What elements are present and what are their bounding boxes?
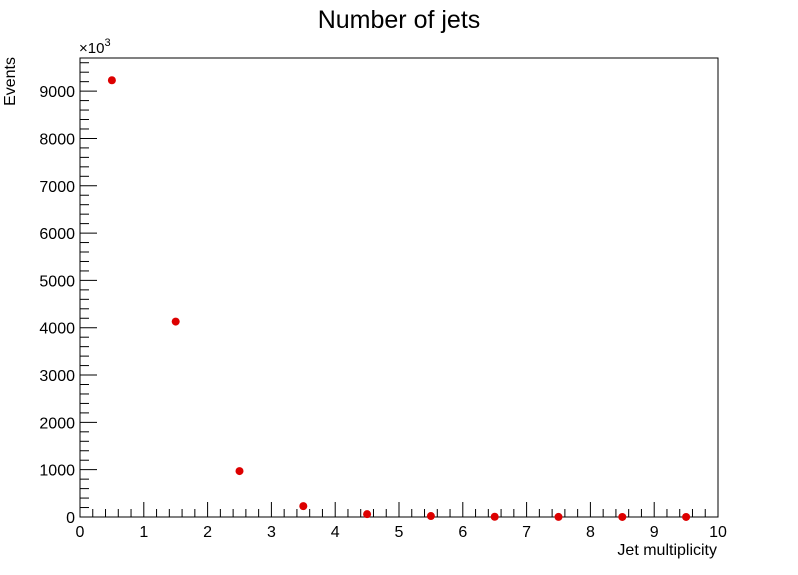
- y-axis-tick-labels: 0 1000 2000 3000 4000 5000 6000 7000 8000 9000: [39, 84, 75, 527]
- x-axis-ticks: [79, 502, 719, 517]
- y-tick-label: 4000: [39, 321, 75, 338]
- y-tick-label: 0: [66, 510, 75, 527]
- x-tick-label: 4: [331, 524, 340, 541]
- y-tick-label: 3000: [39, 368, 75, 385]
- x-tick-label: 5: [395, 524, 404, 541]
- y-tick-label: 1000: [39, 463, 75, 480]
- x-tick-label: 10: [709, 524, 727, 541]
- data-point: [618, 512, 627, 521]
- y-tick-label: 9000: [39, 84, 75, 101]
- y-tick-label: 2000: [39, 415, 75, 432]
- x-tick-label: 1: [139, 524, 148, 541]
- x-tick-label: 2: [203, 524, 212, 541]
- x-tick-label: 6: [458, 524, 467, 541]
- x-axis-tick-labels: 0 1 2 3 4 5 6 7 8 9 10: [76, 524, 727, 541]
- y-tick-label: 5000: [39, 273, 75, 290]
- y-tick-label: 6000: [39, 226, 75, 243]
- data-point: [682, 512, 691, 521]
- x-tick-label: 3: [267, 524, 276, 541]
- x-tick-label: 7: [522, 524, 531, 541]
- data-point: [363, 510, 372, 519]
- y-axis-multiplier: ×103: [79, 37, 111, 57]
- data-point: [426, 512, 435, 521]
- y-axis-label: Events: [2, 57, 19, 106]
- data-point: [171, 317, 180, 326]
- x-tick-label: 9: [650, 524, 659, 541]
- x-axis-label: Jet multiplicity: [617, 542, 717, 559]
- data-points: [107, 76, 691, 521]
- data-point: [490, 512, 499, 521]
- data-point: [554, 512, 563, 521]
- data-point: [299, 502, 308, 511]
- x-tick-label: 8: [586, 524, 595, 541]
- y-tick-label: 8000: [39, 131, 75, 148]
- data-point: [107, 76, 116, 85]
- y-tick-label: 7000: [39, 179, 75, 196]
- chart-title: Number of jets: [318, 6, 481, 34]
- data-point: [235, 467, 244, 476]
- x-tick-label: 0: [76, 524, 85, 541]
- y-axis-ticks: [80, 62, 97, 518]
